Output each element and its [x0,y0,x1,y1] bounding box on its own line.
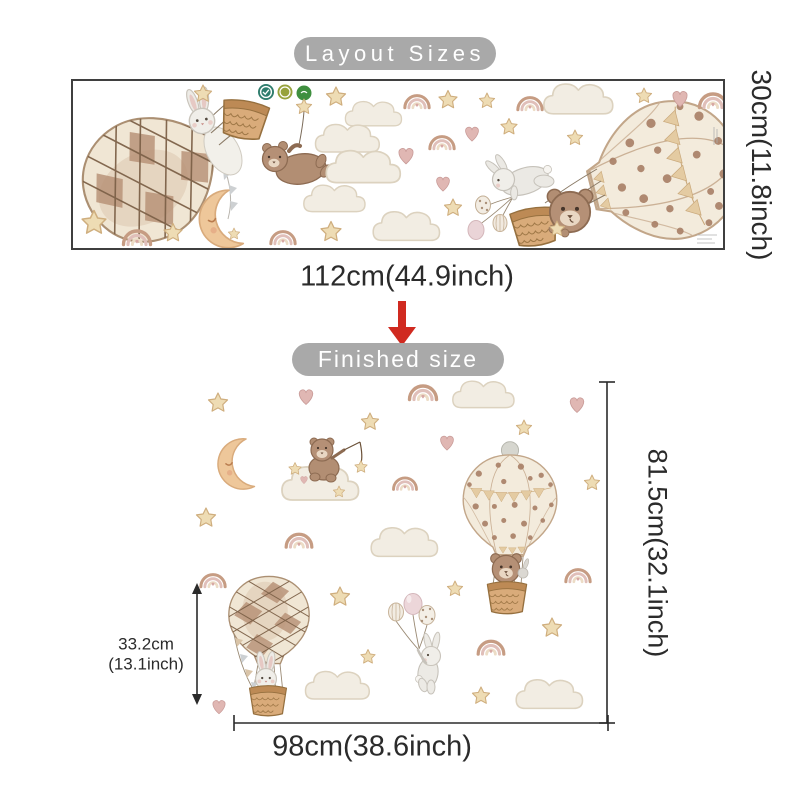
grey-bunny-icon [485,154,555,201]
finished-illustration [195,380,601,717]
teddy-bear-icon [261,110,333,185]
layout-height-label: 30cm(11.8inch) [746,69,777,261]
finished-size-label: Finished size [317,346,479,372]
clouds-group [304,380,584,710]
height-dimension-line [599,381,615,724]
sticker-sheet-strip [71,79,725,250]
balloon-height-inch: (13.1inch) [108,654,184,673]
finished-size-banner: Finished size [292,343,504,376]
bear-icon [490,553,522,584]
balloon-height-cm: 33.2cm [118,634,174,654]
width-dimension-line [233,715,609,731]
fishing-bear-icon [308,437,363,483]
bear-paw [560,228,570,238]
fine-print-marks [697,127,718,244]
balloon-bunny-icon [388,593,442,695]
party-balloons-icon [467,195,514,240]
tiny-bunny-icon [517,558,530,579]
basket-icon [486,581,528,615]
crescent-moon-icon [213,437,256,494]
star-icon [295,98,313,114]
polka-balloon-icon [463,442,557,557]
finished-width-label: 98cm(38.6inch) [272,730,472,763]
layout-sizes-banner: Layout Sizes [294,37,496,70]
layout-sizes-label: Layout Sizes [305,40,485,66]
layout-illustration [73,81,723,248]
finished-height-label: 81.5cm(32.1inch) [642,448,673,658]
balloon-height-arrow [192,583,202,705]
star-icon [354,460,368,473]
balloon-height-label: 33.2cm (13.1inch) [108,634,184,673]
eco-badges [258,84,312,101]
down-arrow-icon [388,301,416,346]
layout-width-label: 112cm(44.9inch) [300,260,514,293]
bunting-flags-icon [233,633,258,690]
